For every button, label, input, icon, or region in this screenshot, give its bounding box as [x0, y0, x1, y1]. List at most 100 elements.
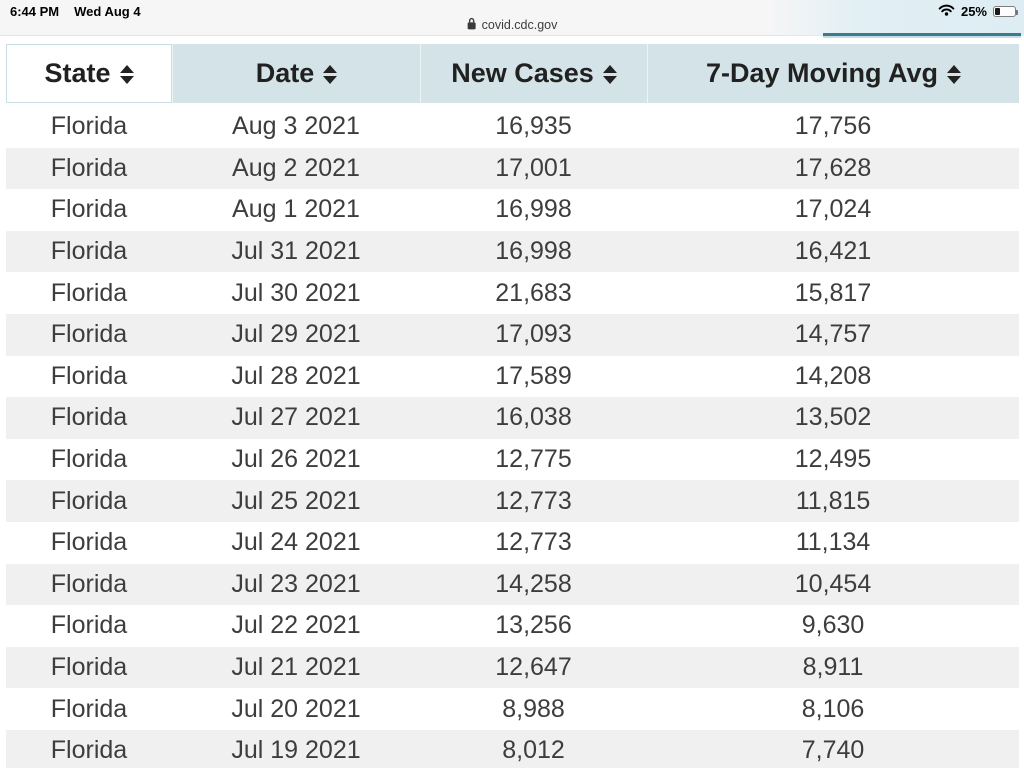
sort-icon: [323, 65, 338, 84]
column-header-7day-avg[interactable]: 7-Day Moving Avg: [647, 44, 1019, 103]
cell-state: Florida: [50, 694, 128, 723]
cell-date: Jul 25 2021: [231, 486, 361, 515]
cell-new-cases: 16,038: [495, 403, 572, 432]
cell-new-cases: 12,647: [495, 653, 572, 682]
cell-new-cases: 12,773: [495, 528, 572, 557]
cell-new-cases: 17,589: [495, 361, 572, 390]
column-header-date[interactable]: Date: [172, 44, 420, 103]
cell-7day-avg: 8,106: [801, 694, 865, 723]
table-row: Florida Aug 2 2021 17,001 17,628: [6, 147, 1019, 190]
cell-new-cases: 12,775: [495, 445, 572, 474]
table-row: Florida Jul 21 2021 12,647 8,911: [6, 646, 1019, 689]
url-text: covid.cdc.gov: [481, 18, 558, 32]
status-time-group: 6:44 PM Wed Aug 4: [10, 4, 141, 19]
table-row: Florida Aug 3 2021 16,935 17,756: [6, 106, 1019, 148]
cell-7day-avg: 11,815: [795, 486, 871, 515]
table-row: Florida Aug 1 2021 16,998 17,024: [6, 189, 1019, 231]
cell-state: Florida: [50, 278, 128, 307]
cell-date: Jul 26 2021: [231, 445, 361, 474]
cell-state: Florida: [50, 320, 128, 349]
cell-new-cases: 21,683: [495, 278, 572, 307]
table-body: Florida Aug 3 2021 16,935 17,756 Florida…: [6, 106, 1019, 768]
battery-percent: 25%: [960, 4, 987, 19]
cell-state: Florida: [50, 153, 128, 182]
table-row: Florida Jul 23 2021 14,258 10,454: [6, 563, 1019, 606]
cell-new-cases: 16,998: [495, 237, 572, 266]
cell-7day-avg: 17,628: [794, 153, 872, 182]
column-header-state-label: State: [44, 58, 111, 88]
column-header-new-cases-label: New Cases: [451, 58, 594, 88]
cell-7day-avg: 17,756: [794, 112, 872, 141]
cell-7day-avg: 12,495: [794, 445, 872, 474]
cell-state: Florida: [50, 653, 128, 682]
table-row: Florida Jul 29 2021 17,093 14,757: [6, 313, 1019, 356]
status-icons-group: 25%: [938, 4, 1018, 19]
table-row: Florida Jul 30 2021 21,683 15,817: [6, 272, 1019, 314]
cell-state: Florida: [50, 486, 128, 515]
column-header-state[interactable]: State: [6, 44, 172, 103]
active-tab-indicator: [823, 33, 1021, 36]
cell-state: Florida: [50, 195, 128, 224]
wifi-icon: [938, 4, 955, 19]
cell-7day-avg: 14,757: [794, 320, 872, 349]
table-row: Florida Jul 28 2021 17,589 14,208: [6, 356, 1019, 398]
cell-state: Florida: [50, 403, 128, 432]
cell-state: Florida: [50, 611, 128, 640]
status-date: Wed Aug 4: [74, 4, 141, 19]
sort-icon: [947, 65, 962, 84]
column-header-date-label: Date: [255, 58, 315, 88]
cell-date: Jul 22 2021: [231, 611, 361, 640]
cell-7day-avg: 10,454: [794, 569, 872, 598]
cell-new-cases: 12,773: [495, 486, 572, 515]
table-row: Florida Jul 26 2021 12,775 12,495: [6, 439, 1019, 481]
cell-date: Aug 3 2021: [232, 112, 360, 141]
table-row: Florida Jul 31 2021 16,998 16,421: [6, 230, 1019, 273]
cell-date: Jul 27 2021: [231, 403, 361, 432]
cell-state: Florida: [50, 361, 128, 390]
cell-new-cases: 17,093: [495, 320, 572, 349]
table-row: Florida Jul 20 2021 8,988 8,106: [6, 688, 1019, 730]
cell-new-cases: 13,256: [495, 611, 572, 640]
cell-state: Florida: [50, 528, 128, 557]
cell-7day-avg: 9,630: [801, 611, 865, 640]
cell-7day-avg: 15,817: [794, 278, 872, 307]
cell-new-cases: 16,935: [495, 112, 572, 141]
cell-7day-avg: 8,911: [802, 653, 864, 682]
cell-state: Florida: [50, 445, 128, 474]
cell-date: Jul 19 2021: [231, 736, 361, 765]
cell-date: Jul 23 2021: [231, 569, 361, 598]
cell-state: Florida: [50, 112, 128, 141]
sort-icon: [602, 65, 617, 84]
cell-date: Jul 21 2021: [231, 653, 361, 682]
browser-chrome: 6:44 PM Wed Aug 4 covid.cdc.gov 25%: [0, 0, 1024, 38]
cell-7day-avg: 13,502: [794, 403, 872, 432]
table-header-row: State Date New Cases 7-Day Moving Avg: [6, 44, 1019, 103]
cell-date: Jul 30 2021: [231, 278, 361, 307]
sort-icon: [119, 65, 134, 84]
cell-7day-avg: 11,134: [795, 528, 871, 557]
cell-7day-avg: 17,024: [794, 195, 872, 224]
cell-date: Jul 28 2021: [231, 361, 361, 390]
cell-date: Aug 1 2021: [232, 195, 360, 224]
cell-new-cases: 8,988: [502, 694, 565, 723]
tab-bar-highlight: [768, 0, 1024, 36]
cell-date: Jul 29 2021: [231, 320, 361, 349]
table-row: Florida Jul 24 2021 12,773 11,134: [6, 522, 1019, 564]
table-row: Florida Jul 22 2021 13,256 9,630: [6, 605, 1019, 647]
cell-new-cases: 16,998: [495, 195, 572, 224]
cell-state: Florida: [50, 736, 128, 765]
column-header-7day-avg-label: 7-Day Moving Avg: [705, 58, 939, 88]
cell-state: Florida: [50, 237, 128, 266]
table-row: Florida Jul 19 2021 8,012 7,740: [6, 729, 1019, 768]
table-row: Florida Jul 25 2021 12,773 11,815: [6, 480, 1019, 522]
column-header-new-cases[interactable]: New Cases: [420, 44, 647, 103]
address-bar[interactable]: covid.cdc.gov: [467, 17, 558, 33]
cell-date: Jul 31 2021: [231, 237, 361, 266]
cell-7day-avg: 16,421: [794, 237, 872, 266]
covid-data-table: State Date New Cases 7-Day Moving Avg Fl…: [6, 44, 1019, 768]
table-row: Florida Jul 27 2021 16,038 13,502: [6, 397, 1019, 439]
cell-date: Aug 2 2021: [232, 153, 360, 182]
active-tab-indicator-shadow: [823, 36, 1021, 38]
status-time: 6:44 PM: [10, 4, 60, 19]
cell-7day-avg: 7,740: [801, 736, 865, 765]
